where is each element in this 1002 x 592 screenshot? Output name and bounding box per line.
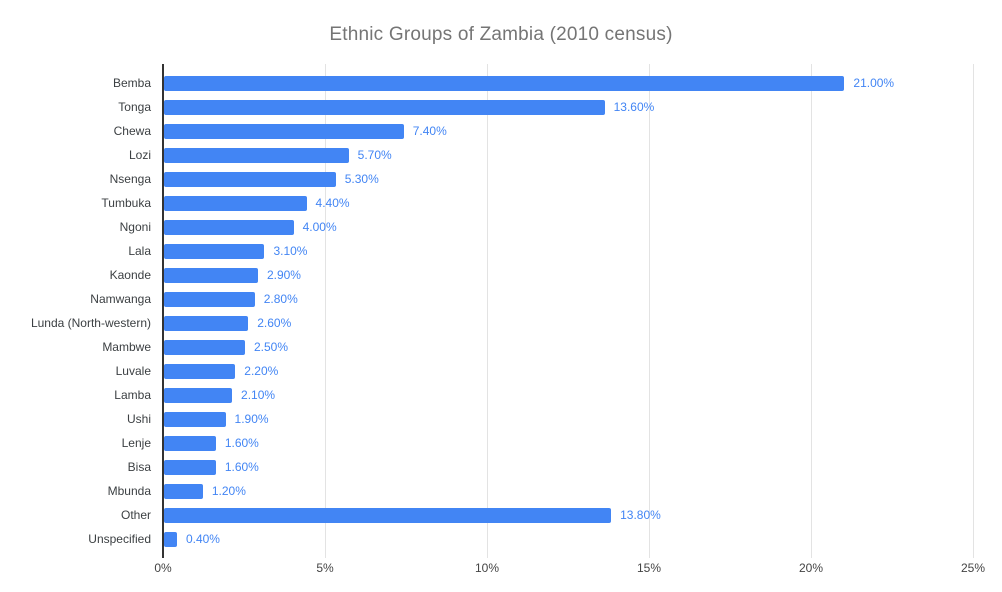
bar-row: 13.80% [164,503,661,527]
category-label: Luvale [115,364,151,378]
bar[interactable] [164,171,336,187]
bar[interactable] [164,531,177,547]
bar[interactable] [164,507,612,523]
value-label: 2.50% [254,340,289,354]
value-label: 5.70% [357,148,392,162]
x-tick-label: 0% [154,561,172,575]
gridline [811,64,812,558]
chart-title: Ethnic Groups of Zambia (2010 census) [329,24,673,45]
bar-row: 4.40% [164,191,350,215]
category-label: Lunda (North-western) [30,316,151,330]
gridline [487,64,488,558]
value-label: 2.90% [266,268,301,282]
bar[interactable] [164,411,226,427]
bar-row: 1.60% [164,455,259,479]
bar[interactable] [164,483,203,499]
bar[interactable] [164,195,307,211]
bar-row: 4.00% [164,215,337,239]
bar[interactable] [164,435,216,451]
value-label: 13.60% [613,100,655,114]
category-label: Lozi [128,148,151,162]
value-label: 2.20% [244,364,279,378]
value-label: 2.60% [257,316,292,330]
category-label: Ushi [126,412,151,426]
bar-row: 2.20% [164,359,278,383]
bar[interactable] [164,123,404,139]
bar-row: 1.60% [164,431,259,455]
category-label: Bemba [112,76,151,90]
bar-row: 5.30% [164,167,379,191]
bar[interactable] [164,291,255,307]
value-label: 1.60% [224,436,259,450]
value-label: 0.40% [185,532,220,546]
bar-row: 1.20% [164,479,246,503]
category-label: Kaonde [109,268,151,282]
gridline [649,64,650,558]
category-label: Other [120,508,151,522]
y-axis-line [162,64,164,558]
bar-row: 7.40% [164,119,447,143]
category-label: Mbunda [107,484,151,498]
category-label: Lenje [121,436,151,450]
value-label: 3.10% [273,244,308,258]
bar[interactable] [164,315,249,331]
bar[interactable] [164,75,845,91]
bar-row: 2.80% [164,287,298,311]
bar[interactable] [164,387,233,403]
value-label: 7.40% [412,124,447,138]
bar-row: 2.10% [164,383,275,407]
value-label: 5.30% [344,172,379,186]
bar[interactable] [164,267,258,283]
bar[interactable] [164,363,236,379]
bar-row: 3.10% [164,239,307,263]
value-label: 21.00% [853,76,895,90]
category-label: Tumbuka [101,196,151,210]
value-label: 2.10% [241,388,276,402]
bar-row: 13.60% [164,95,654,119]
x-tick-label: 20% [798,561,824,575]
category-label: Chewa [113,124,151,138]
value-label: 1.60% [224,460,259,474]
x-tick-label: 10% [474,561,500,575]
value-label: 2.80% [263,292,298,306]
bar-row: 2.50% [164,335,288,359]
bar-row: 1.90% [164,407,269,431]
bar[interactable] [164,147,349,163]
bar-row: 0.40% [164,527,220,551]
x-tick-label: 5% [316,561,334,575]
bar-row: 5.70% [164,143,392,167]
category-label: Lamba [114,388,151,402]
value-label: 4.40% [315,196,350,210]
bar[interactable] [164,243,265,259]
value-label: 1.20% [211,484,246,498]
value-label: 4.00% [302,220,337,234]
bar-row: 2.60% [164,311,291,335]
bar[interactable] [164,99,605,115]
value-label: 13.80% [620,508,661,522]
bar[interactable] [164,459,216,475]
bar-row: 2.90% [164,263,301,287]
category-label: Ngoni [119,220,151,234]
category-label: Mambwe [102,340,151,354]
bar[interactable] [164,219,294,235]
gridline [325,64,326,558]
bar-row: 21.00% [164,71,894,95]
x-tick-label: 15% [636,561,662,575]
category-label: Namwanga [90,292,151,306]
category-label: Tonga [118,100,151,114]
gridline [973,64,974,558]
bar[interactable] [164,339,245,355]
value-label: 1.90% [234,412,269,426]
category-label: Unspecified [88,532,151,546]
x-tick-label: 25% [960,561,986,575]
category-label: Bisa [127,460,151,474]
category-label: Nsenga [109,172,151,186]
category-label: Lala [128,244,151,258]
